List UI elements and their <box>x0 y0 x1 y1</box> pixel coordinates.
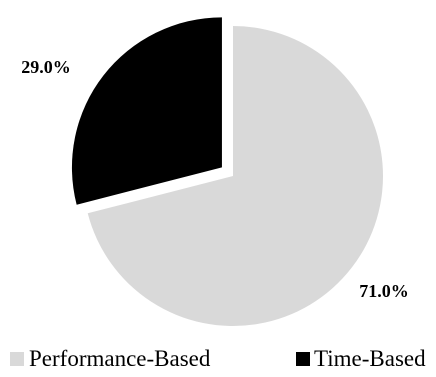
data-label-time-based: 29.0% <box>21 57 71 77</box>
legend-swatch-performance-based <box>10 352 24 366</box>
legend-label-time-based: Time-Based <box>314 346 426 371</box>
legend-swatch-time-based <box>296 352 310 366</box>
pie-slice-performance-based <box>87 26 383 326</box>
pie-slices <box>71 17 383 326</box>
legend-label-performance-based: Performance-Based <box>29 346 211 371</box>
pie-slice-time-based <box>71 17 222 205</box>
legend: Performance-Based Time-Based <box>10 346 426 371</box>
data-label-performance-based: 71.0% <box>359 281 409 301</box>
